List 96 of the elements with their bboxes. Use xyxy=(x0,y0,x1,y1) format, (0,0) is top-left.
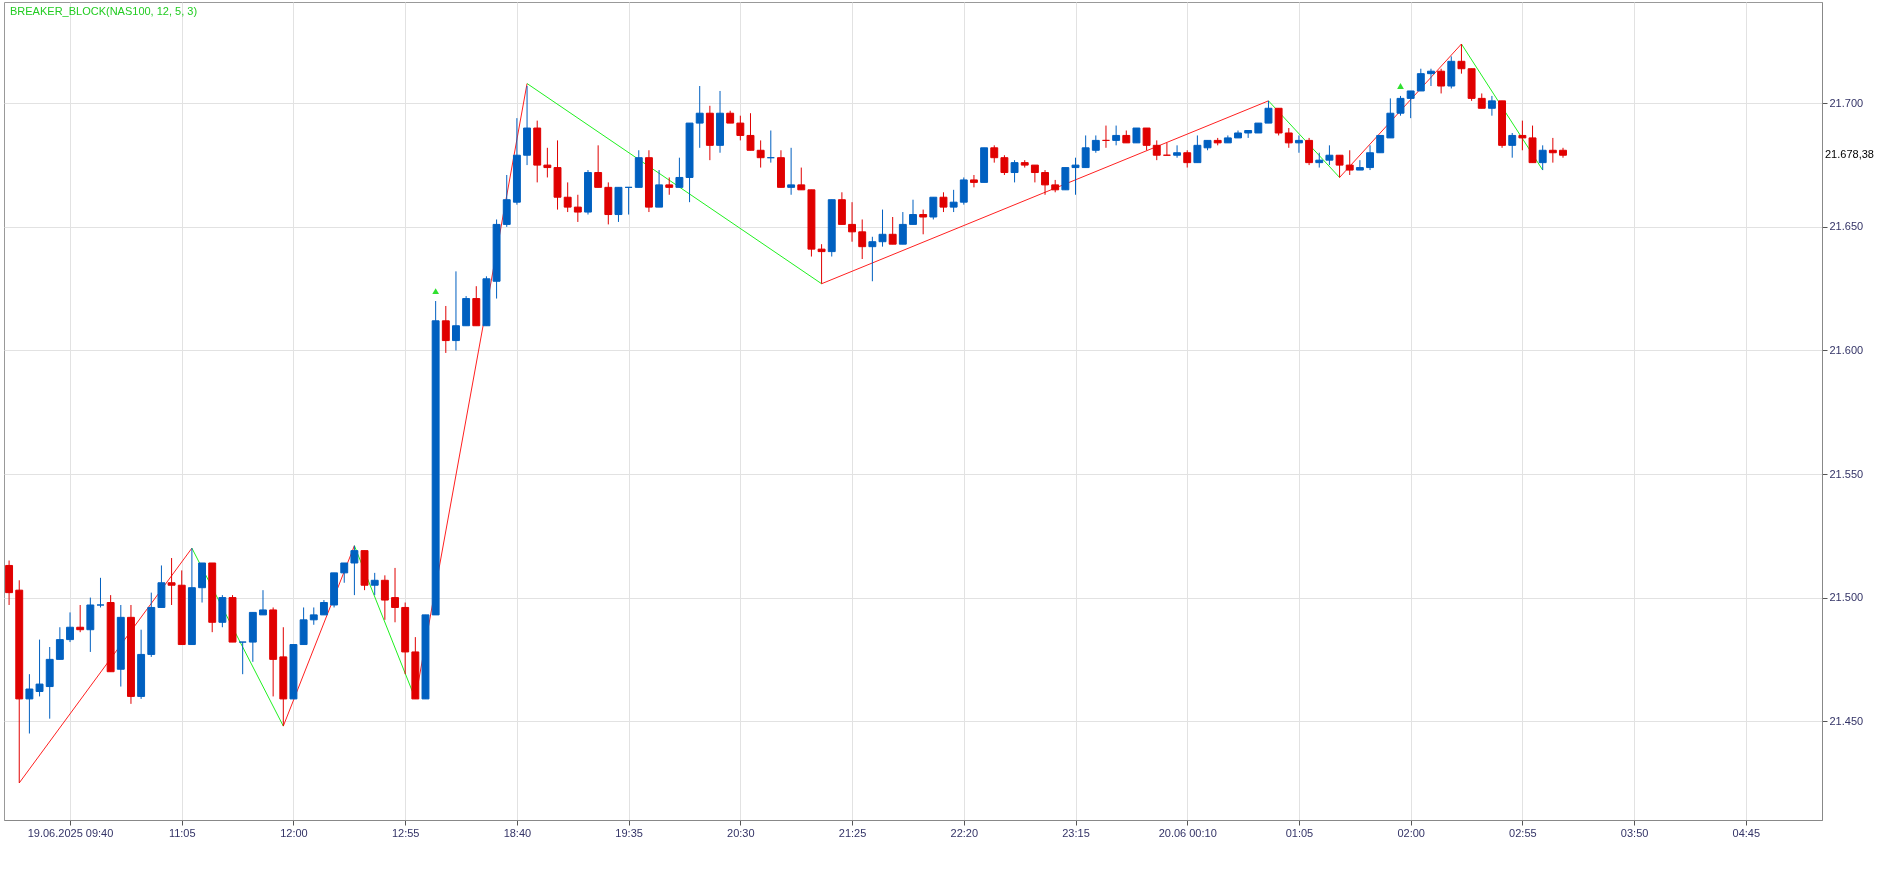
candlestick xyxy=(1487,95,1496,117)
candlestick xyxy=(1335,154,1344,178)
candlestick xyxy=(888,216,897,245)
y-tick-label: 21.650 xyxy=(1829,220,1864,233)
candlestick xyxy=(238,641,247,675)
x-tick-label: 19:35 xyxy=(615,826,643,839)
y-tick-label: 21.500 xyxy=(1829,591,1864,604)
x-tick-label: 12:55 xyxy=(391,826,420,839)
candlestick xyxy=(1284,127,1293,149)
x-tick-label: 21:25 xyxy=(838,826,867,839)
x-tick-label: 04:45 xyxy=(1732,826,1761,839)
candlestick xyxy=(756,139,765,169)
x-tick-label: 12:00 xyxy=(280,826,308,839)
candlestick xyxy=(655,169,664,208)
candlestick xyxy=(563,181,572,213)
x-tick-label: 22:20 xyxy=(950,826,979,839)
candlestick xyxy=(380,574,389,621)
x-tick-label: 02:00 xyxy=(1397,826,1425,839)
candlestick xyxy=(167,557,176,606)
candlestick xyxy=(1355,159,1364,171)
candlestick xyxy=(35,639,44,697)
x-tick-label: 18:40 xyxy=(503,826,532,839)
x-tick-label: 11:05 xyxy=(168,826,196,839)
candlestick xyxy=(1193,134,1202,164)
candlestick xyxy=(76,604,85,633)
text: 21.678,38 xyxy=(1825,148,1874,161)
candlestick xyxy=(96,577,105,608)
candlestick xyxy=(1041,169,1049,196)
x-tick-label: 23:15 xyxy=(1062,826,1090,839)
candlestick xyxy=(1010,159,1019,183)
candlestick xyxy=(1294,134,1303,154)
candlestick xyxy=(1112,125,1121,146)
candlestick xyxy=(1081,134,1090,169)
x-tick-label: 01:05 xyxy=(1285,826,1314,839)
candlestick xyxy=(1345,149,1354,176)
candlestick xyxy=(909,199,917,225)
candlestick xyxy=(66,611,74,643)
y-tick-label: 21.550 xyxy=(1829,467,1864,480)
candlestick xyxy=(340,562,349,584)
candlestick xyxy=(1000,154,1009,176)
candlestick xyxy=(370,572,379,596)
candlestick xyxy=(25,673,34,734)
candlestick xyxy=(1142,127,1151,151)
x-tick-label: 20.06 00:10 xyxy=(1158,826,1217,839)
candlestick xyxy=(868,236,877,282)
candlestick xyxy=(969,174,978,188)
candlestick xyxy=(1518,120,1527,151)
x-tick-label: 19.06.2025 09:40 xyxy=(27,826,114,839)
y-tick-label: 21.700 xyxy=(1829,96,1864,109)
candlestick xyxy=(959,176,968,206)
candlestick xyxy=(695,85,704,149)
candlestick xyxy=(1406,90,1415,119)
candlestick xyxy=(441,305,450,354)
annotation: BREAKER_BLOCK(NAS100, 12, 5, 3) xyxy=(10,5,198,17)
candlestick xyxy=(848,201,857,243)
candlestick xyxy=(452,270,460,351)
candlestick xyxy=(949,189,958,213)
candlestick xyxy=(1061,167,1070,191)
y-tick-label: 21.450 xyxy=(1829,714,1864,727)
candlestick xyxy=(1457,43,1466,75)
candlestick xyxy=(1264,100,1273,124)
candlestick xyxy=(1416,68,1425,92)
x-tick-label: 20:30 xyxy=(727,826,755,839)
candlestick xyxy=(787,147,796,196)
candlestick xyxy=(797,167,806,191)
y-tick-label: 21.600 xyxy=(1829,343,1864,356)
candlestick xyxy=(1152,139,1161,161)
candlestick xyxy=(1366,144,1374,171)
candlestick xyxy=(1071,157,1080,196)
x-tick-label: 03:50 xyxy=(1620,826,1649,839)
candlestick xyxy=(350,545,359,596)
candlestick xyxy=(1030,164,1039,183)
candlestick xyxy=(55,626,64,660)
candlestick xyxy=(259,589,267,616)
candlestick xyxy=(573,194,582,223)
candlestick xyxy=(1325,144,1334,166)
candlestick xyxy=(878,209,887,248)
candlestick xyxy=(391,567,399,623)
candlestick xyxy=(1508,132,1517,159)
x-tick-label: 02:55 xyxy=(1509,826,1537,839)
candlestick xyxy=(919,209,928,235)
candlestick xyxy=(939,191,948,213)
candlestick xyxy=(898,211,907,245)
candlestick xyxy=(1173,144,1182,159)
candlestick xyxy=(929,196,938,220)
candlestick xyxy=(1305,137,1314,166)
candlestick xyxy=(1437,68,1446,94)
candlestick xyxy=(1548,137,1557,164)
candlestick xyxy=(858,218,867,260)
candlestick xyxy=(1538,144,1547,171)
candlestick xyxy=(594,144,603,188)
candlestick xyxy=(543,147,552,178)
candlestick xyxy=(1396,95,1405,117)
candlestick xyxy=(746,112,755,151)
candlestick xyxy=(736,115,745,141)
candlestick xyxy=(1427,68,1435,87)
